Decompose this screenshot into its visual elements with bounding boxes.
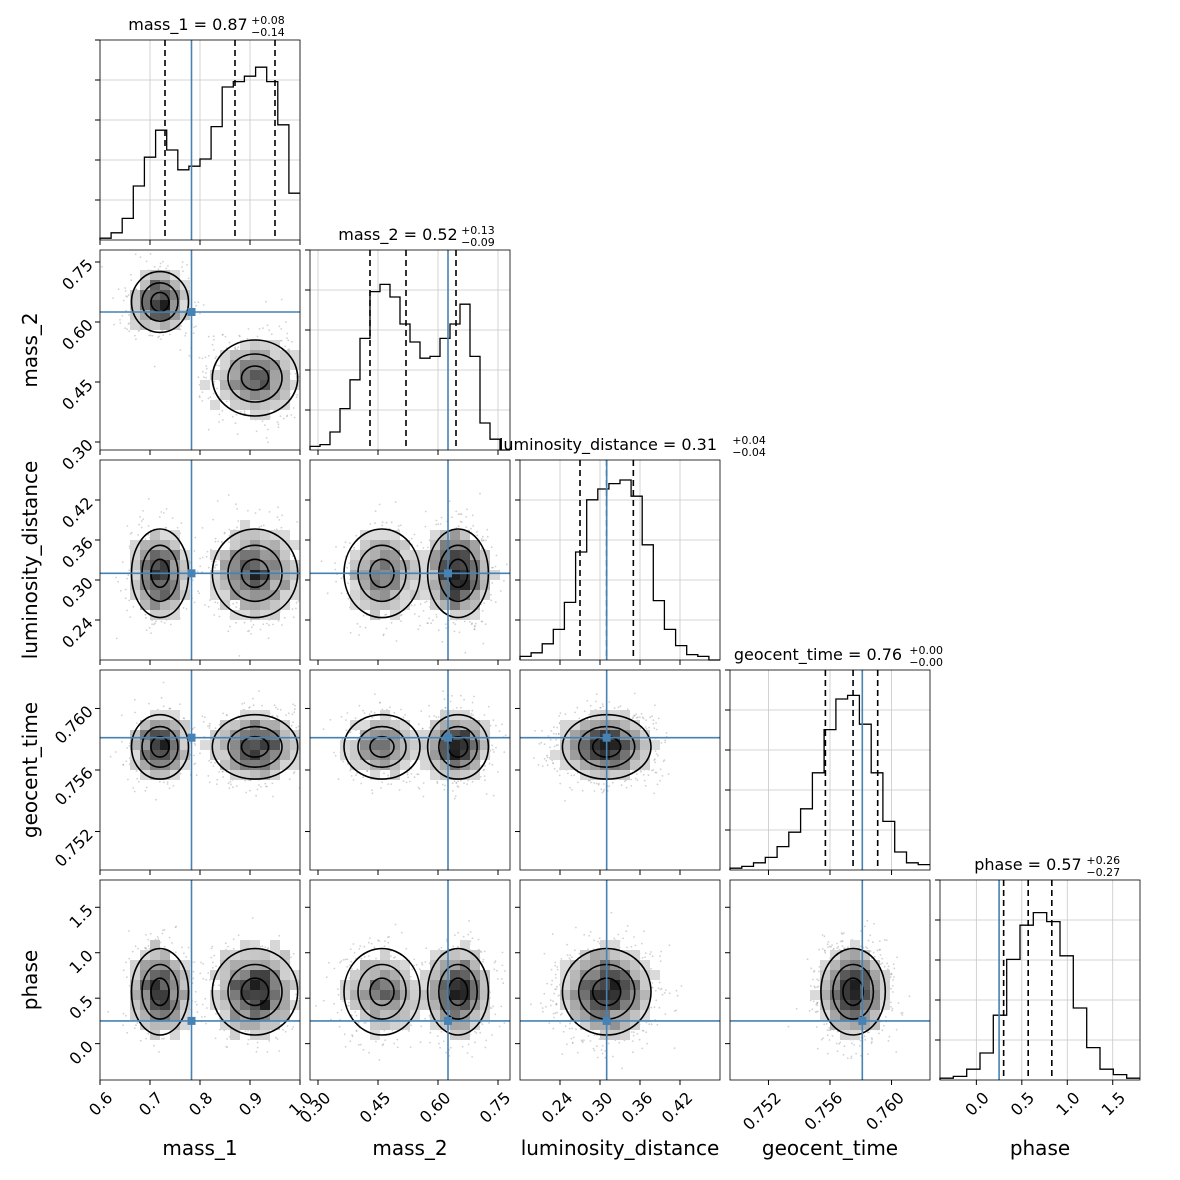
title-sub: −0.09 (461, 236, 495, 249)
x-tick-label-luminosity_distance: 0.36 (618, 1088, 657, 1127)
title-sub: −0.00 (909, 656, 943, 669)
panel-mass_2-luminosity_distance (305, 459, 511, 665)
panel-mass_1-phase (95, 879, 301, 1085)
x-tick-label-mass_1: 0.6 (85, 1088, 116, 1119)
x-axis-label-phase: phase (1010, 1136, 1070, 1160)
x-tick-label-mass_1: 0.8 (185, 1088, 216, 1119)
truth-marker (602, 733, 611, 742)
title-sup: +0.04 (732, 434, 766, 447)
x-tick-label-luminosity_distance: 0.30 (578, 1088, 617, 1127)
y-axis-label-mass_2: mass_2 (18, 312, 42, 387)
y-tick-label-luminosity_distance: 0.24 (58, 613, 97, 652)
panel-luminosity_distance-geocent_time (515, 669, 721, 875)
hist-title-geocent_time: geocent_time = 0.76 (734, 645, 902, 665)
truth-marker (444, 1016, 452, 1025)
y-tick-label-mass_2: 0.30 (58, 435, 97, 474)
histogram-step (99, 66, 300, 240)
panel-luminosity_distance-phase (515, 879, 721, 1085)
histogram-step (309, 283, 510, 451)
y-tick-label-luminosity_distance: 0.30 (58, 573, 97, 612)
x-axis-label-mass_1: mass_1 (162, 1136, 237, 1160)
y-axis-label-geocent_time: geocent_time (18, 702, 42, 838)
panel-frame (309, 249, 511, 451)
hist-panel-mass_2: mass_2 = 0.52 +0.13−0.09 (305, 224, 511, 455)
hist-panel-mass_1: mass_1 = 0.87 +0.08−0.14 (95, 14, 301, 245)
x-tick-label-luminosity_distance: 0.42 (658, 1088, 697, 1127)
x-tick-label-luminosity_distance: 0.24 (538, 1088, 577, 1127)
hist-title-phase: phase = 0.57 (974, 855, 1081, 874)
hist-panel-geocent_time: geocent_time = 0.76 +0.00−0.00 (725, 644, 943, 875)
x-axis-label-geocent_time: geocent_time (762, 1136, 898, 1160)
x-tick-label-geocent_time: 0.756 (801, 1088, 847, 1134)
x-tick-label-phase: 0.5 (1007, 1088, 1038, 1119)
x-tick-label-phase: 0.0 (961, 1088, 992, 1119)
histogram-step (519, 479, 720, 661)
x-tick-label-mass_2: 0.45 (356, 1088, 395, 1127)
x-tick-label-mass_1: 0.7 (135, 1088, 166, 1119)
y-tick-label-phase: 1.5 (65, 901, 96, 932)
panel-frame (939, 879, 1141, 1081)
title-sup: +0.00 (909, 644, 943, 657)
x-tick-label-phase: 1.0 (1052, 1088, 1083, 1119)
x-axis-label-mass_2: mass_2 (372, 1136, 447, 1160)
title-sub: −0.14 (251, 26, 285, 39)
truth-marker (187, 1016, 196, 1025)
y-tick-label-mass_2: 0.75 (58, 255, 97, 294)
x-axis-label-luminosity_distance: luminosity_distance (521, 1136, 720, 1160)
y-tick-label-phase: 0.5 (65, 992, 96, 1023)
y-tick-label-mass_2: 0.45 (58, 375, 97, 414)
title-sup: +0.13 (461, 224, 495, 237)
x-tick-label-geocent_time: 0.760 (862, 1088, 908, 1134)
histogram-step (729, 694, 930, 870)
y-tick-label-phase: 1.0 (65, 946, 96, 977)
panel-mass_1-geocent_time (95, 669, 301, 875)
truth-marker (187, 569, 196, 578)
panel-frame (519, 879, 721, 1081)
y-axis-label-luminosity_distance: luminosity_distance (18, 461, 42, 660)
truth-marker (187, 733, 196, 742)
title-sub: −0.04 (732, 446, 766, 459)
y-tick-label-mass_2: 0.60 (58, 315, 97, 354)
panel-frame (309, 879, 511, 1081)
hist-title-mass_1: mass_1 = 0.87 (128, 15, 247, 35)
hist-panel-phase: phase = 0.57 +0.26−0.27 (935, 854, 1141, 1085)
title-sub: −0.27 (1086, 866, 1120, 879)
x-tick-label-mass_2: 0.60 (416, 1088, 455, 1127)
y-tick-label-geocent_time: 0.756 (51, 763, 97, 809)
panel-geocent_time-phase (725, 879, 931, 1085)
title-sup: +0.08 (251, 14, 285, 27)
truth-marker (858, 1016, 867, 1025)
x-tick-label-mass_1: 0.9 (235, 1088, 266, 1119)
panel-mass_1-mass_2 (95, 249, 301, 455)
y-tick-label-luminosity_distance: 0.42 (58, 493, 97, 532)
panel-frame (519, 459, 721, 661)
panel-frame (309, 459, 511, 661)
title-sup: +0.26 (1086, 854, 1120, 867)
x-tick-label-geocent_time: 0.752 (739, 1088, 785, 1134)
y-tick-label-geocent_time: 0.752 (51, 825, 97, 871)
panel-mass_1-luminosity_distance (95, 459, 301, 665)
hist-title-luminosity_distance: luminosity_distance = 0.31 (499, 435, 717, 455)
histogram-step (939, 911, 1140, 1080)
y-tick-label-geocent_time: 0.760 (51, 702, 97, 748)
hist-title-mass_2: mass_2 = 0.52 (338, 225, 457, 245)
truth-marker (187, 308, 196, 316)
truth-marker (444, 733, 452, 742)
panel-mass_2-phase (305, 879, 511, 1085)
y-tick-label-phase: 0.0 (65, 1037, 96, 1068)
y-axis-label-phase: phase (18, 950, 42, 1010)
truth-marker (602, 1016, 611, 1025)
x-tick-label-mass_2: 0.75 (476, 1088, 515, 1127)
x-tick-label-phase: 1.5 (1098, 1088, 1129, 1119)
truth-marker (444, 569, 452, 578)
y-tick-label-luminosity_distance: 0.36 (58, 533, 97, 572)
panel-mass_2-geocent_time (305, 669, 511, 875)
hist-panel-luminosity_distance: luminosity_distance = 0.31 +0.04−0.04 (499, 434, 766, 665)
